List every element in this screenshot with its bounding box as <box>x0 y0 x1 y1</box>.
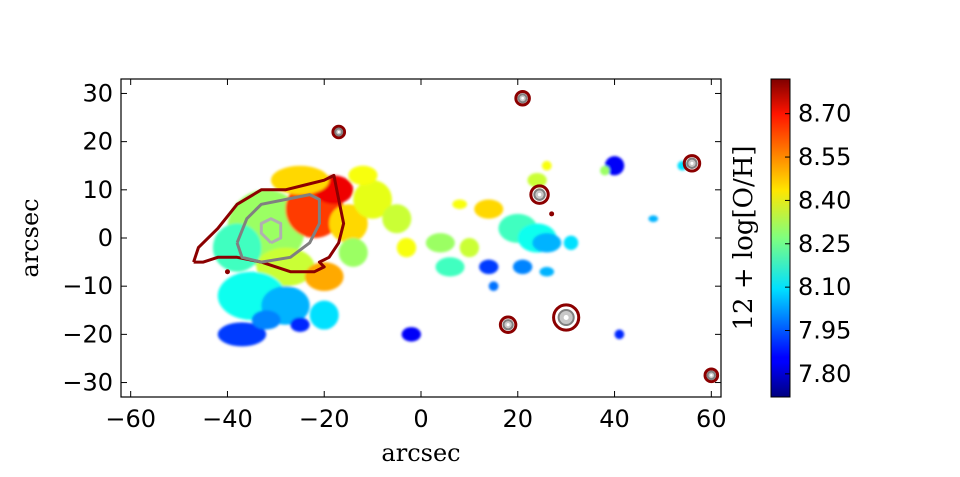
heatmap-region-27 <box>488 281 499 291</box>
x-tick-label-3: 0 <box>413 405 428 433</box>
source-marker-3 <box>682 154 702 173</box>
plot-area <box>121 79 721 397</box>
source-marker-1 <box>514 89 531 107</box>
heatmap-region-25 <box>474 199 504 219</box>
colorbar-ticks: 8.70 8.55 8.40 8.25 8.10 7.95 7.80 <box>785 100 851 388</box>
colorbar-title: 12 + log[O/H] <box>729 145 759 330</box>
heatmap-region-15 <box>309 300 339 330</box>
colorbar-tick-label-5: 7.95 <box>798 317 851 345</box>
source-marker-6 <box>703 367 720 384</box>
heatmap-region-35 <box>541 160 552 171</box>
heatmap-region-19 <box>396 238 417 258</box>
source-markers <box>224 89 720 384</box>
colorbar <box>770 78 791 398</box>
contour-line-2 <box>259 217 283 245</box>
heatmap-region-36 <box>604 156 625 176</box>
y-tick-label-2: 10 <box>82 176 113 204</box>
heatmap-region-3 <box>271 165 330 195</box>
heatmap-region-20 <box>401 327 421 342</box>
heatmap-region-21 <box>425 233 455 253</box>
colorbar-tick-label-6: 7.80 <box>798 360 851 388</box>
heatmap-region-18 <box>382 204 412 234</box>
heatmap-region-22 <box>435 257 465 277</box>
heatmap-region-30 <box>532 233 562 253</box>
heatmap-region-6 <box>304 262 344 291</box>
colorbar-tick-label-2: 8.40 <box>798 186 851 214</box>
heatmap-region-39 <box>648 215 659 223</box>
heatmap-region-32 <box>539 266 555 277</box>
heatmap-region-23 <box>459 238 480 258</box>
colorbar-tick-label-4: 8.10 <box>798 273 851 301</box>
source-marker-2 <box>529 184 550 205</box>
y-tick-label-1: 20 <box>82 128 113 156</box>
heatmap-region-7 <box>329 204 368 243</box>
heatmap-region-10 <box>338 238 368 267</box>
heatmap-region-24 <box>452 199 467 210</box>
colorbar-tick-label-0: 8.70 <box>798 100 851 128</box>
source-dot-1 <box>549 211 555 217</box>
y-tick-label-5: −20 <box>62 320 113 348</box>
contour-line-1 <box>235 193 321 264</box>
heatmap-region-34 <box>527 172 547 188</box>
y-tick-label-4: −10 <box>62 272 113 300</box>
x-tick-label-5: 40 <box>599 405 630 433</box>
x-tick-label-6: 60 <box>696 405 727 433</box>
heatmap-region-33 <box>563 235 579 251</box>
source-marker-4 <box>498 315 518 334</box>
heatmap-region-16 <box>290 317 310 332</box>
y-axis-ticks: 30 20 10 0 −10 −20 −30 <box>62 79 721 397</box>
colorbar-tick-label-3: 8.25 <box>798 230 851 258</box>
heatmap-region-26 <box>479 259 499 275</box>
heatmap-region-9 <box>348 165 378 185</box>
x-tick-label-4: 20 <box>503 405 534 433</box>
heatmap-region-14 <box>251 310 281 330</box>
y-tick-label-3: 0 <box>98 224 113 252</box>
source-marker-5 <box>552 303 581 332</box>
colorbar-tick-label-1: 8.55 <box>798 143 851 171</box>
heatmap-regions <box>212 156 688 347</box>
y-tick-label-6: −30 <box>62 369 113 397</box>
heatmap-region-13 <box>217 322 267 347</box>
heatmap-region-4 <box>212 223 262 272</box>
y-tick-label-0: 30 <box>82 79 113 107</box>
heatmap-region-37 <box>600 165 610 176</box>
x-tick-label-2: −20 <box>299 405 350 433</box>
source-marker-0 <box>331 124 347 140</box>
x-tick-label-1: −40 <box>202 405 253 433</box>
y-axis-title: arcsec <box>16 198 44 277</box>
source-dot-0 <box>224 269 230 275</box>
x-axis-title: arcsec <box>381 439 460 467</box>
heatmap-region-8 <box>353 180 392 219</box>
heatmap-region-31 <box>512 259 533 275</box>
x-axis-ticks: −60 −40 −20 0 20 40 60 <box>105 79 727 433</box>
heatmap-region-38 <box>614 329 625 340</box>
x-tick-label-0: −60 <box>105 405 156 433</box>
contour-lines <box>192 173 346 274</box>
